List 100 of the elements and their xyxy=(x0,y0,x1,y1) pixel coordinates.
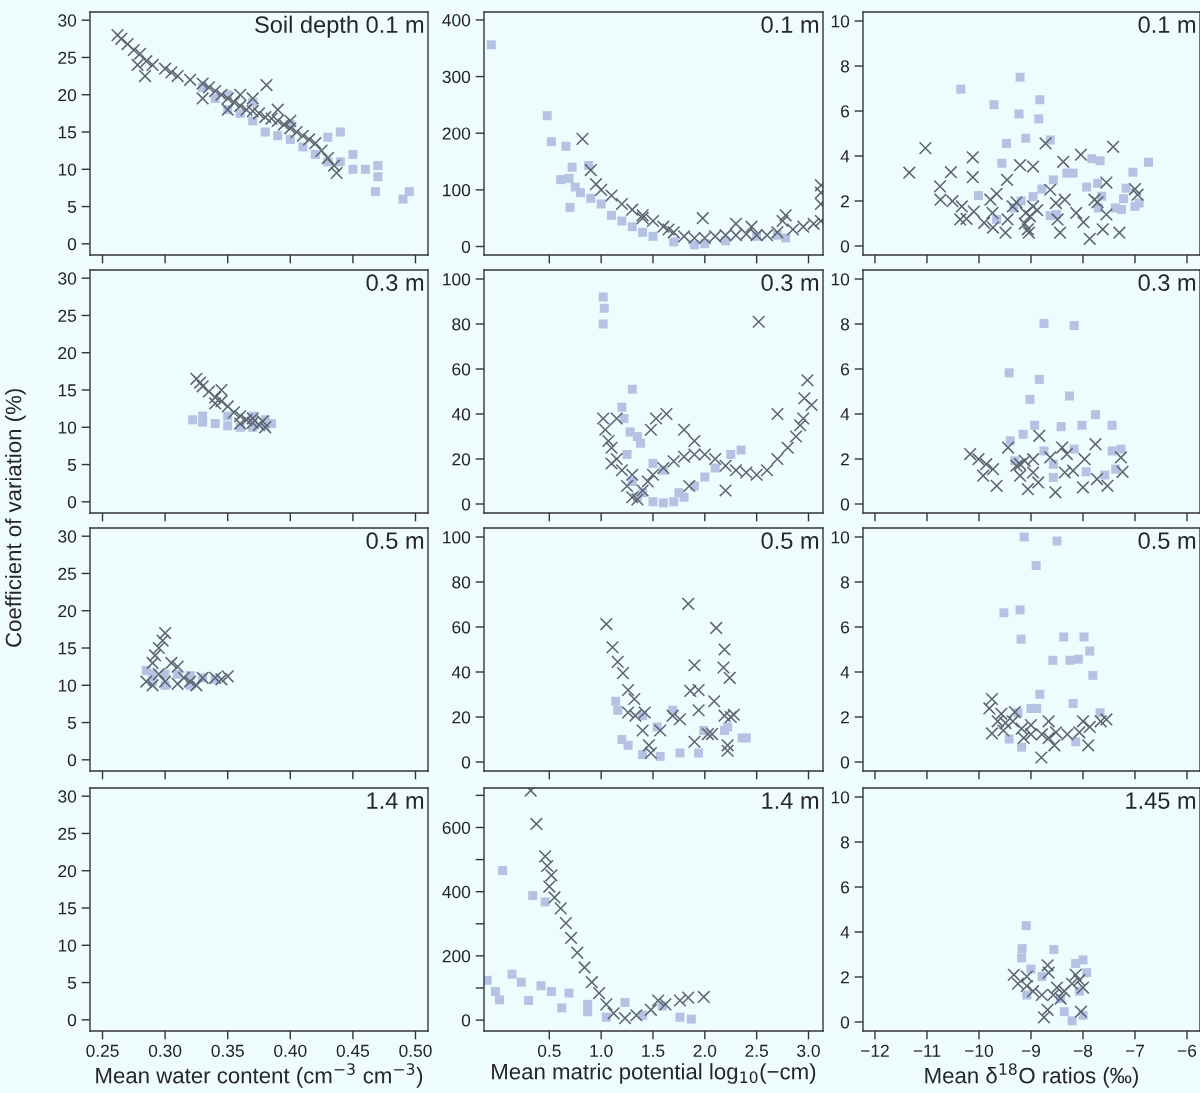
y-tick-label: 0 xyxy=(461,1014,471,1027)
y-tick-label: 2 xyxy=(841,195,849,208)
y-tick-label: 15 xyxy=(58,384,77,397)
y-tick-label: 100 xyxy=(443,273,471,286)
y-tick-label: 5 xyxy=(67,976,77,990)
x-tick-label: −11 xyxy=(913,1044,941,1057)
y-tick-label: 4 xyxy=(840,666,850,679)
x-axis-title: Mean water content (cm$^{−3}$ cm$^{−3}$) xyxy=(96,1063,423,1088)
x-tick-label: 0.40 xyxy=(274,1044,307,1057)
y-tick-label: 2 xyxy=(841,711,849,724)
y-tick-label: 4 xyxy=(840,926,850,939)
y-tick-label: 20 xyxy=(58,604,77,618)
y-tick-label: 5 xyxy=(67,200,77,214)
annotation: 1.4 m xyxy=(367,792,424,809)
y-tick-label: 60 xyxy=(452,621,471,634)
annotation: 0.5 m xyxy=(366,532,424,549)
x-tick-label: −10 xyxy=(965,1044,994,1057)
x-tick-label: −8 xyxy=(1073,1044,1093,1057)
annotation: 0.3 m xyxy=(366,274,424,291)
annotation: 0.3 m xyxy=(1138,274,1196,291)
y-axis-title: Coefficient of variation (%) xyxy=(5,389,26,647)
y-tick-label: 25 xyxy=(58,309,77,322)
y-tick-label: 15 xyxy=(58,642,77,655)
x-tick-label: 0.25 xyxy=(86,1044,119,1057)
x-tick-label: −6 xyxy=(1177,1044,1197,1057)
x-axis-title: Mean matric potential log$_{10}$(−cm) xyxy=(492,1063,816,1084)
y-tick-label: 0 xyxy=(461,498,471,511)
x-axis-title: Mean δ$^{18}$O ratios (‰) xyxy=(925,1063,1138,1088)
y-tick-label: 20 xyxy=(58,864,77,878)
y-tick-label: 200 xyxy=(442,127,471,140)
y-tick-label: 10 xyxy=(831,15,850,28)
annotation: 0.5 m xyxy=(1138,532,1196,549)
y-tick-label: 10 xyxy=(58,679,77,692)
y-tick-label: 8 xyxy=(840,318,850,331)
y-tick-label: 0 xyxy=(840,1016,850,1029)
y-tick-label: 2 xyxy=(841,971,849,984)
x-tick-label: −12 xyxy=(861,1044,889,1057)
annotation: 1.45 m xyxy=(1126,792,1196,809)
y-tick-label: 0 xyxy=(67,237,77,251)
annotation: 0.5 m xyxy=(761,532,819,549)
x-tick-label: 1.0 xyxy=(590,1044,613,1057)
y-tick-label: 400 xyxy=(442,885,471,899)
x-tick-label: 2.0 xyxy=(693,1044,717,1057)
x-tick-label: −9 xyxy=(1021,1044,1041,1057)
y-tick-label: 100 xyxy=(443,184,471,197)
annotation: 0.3 m xyxy=(761,274,819,291)
y-tick-label: 6 xyxy=(841,621,850,634)
y-tick-label: 30 xyxy=(58,530,77,543)
y-tick-label: 2 xyxy=(841,453,849,466)
y-tick-label: 6 xyxy=(841,881,850,894)
y-tick-label: 5 xyxy=(67,716,77,730)
y-tick-label: 0 xyxy=(461,756,471,769)
y-tick-label: 300 xyxy=(442,70,471,84)
y-tick-label: 4 xyxy=(840,408,850,421)
y-tick-label: 4 xyxy=(840,150,850,163)
x-tick-label: 0.45 xyxy=(336,1044,370,1057)
y-tick-label: 200 xyxy=(442,950,471,963)
x-tick-label: 0.30 xyxy=(148,1044,182,1057)
y-tick-label: 10 xyxy=(58,163,77,176)
annotation: 0.1 m xyxy=(761,16,819,33)
y-tick-label: 6 xyxy=(841,105,850,118)
y-tick-label: 8 xyxy=(840,60,850,73)
y-tick-label: 10 xyxy=(831,531,850,544)
y-tick-label: 400 xyxy=(442,14,471,27)
x-tick-label: 0.50 xyxy=(399,1044,432,1057)
y-tick-label: 40 xyxy=(451,408,471,421)
y-tick-label: 20 xyxy=(58,88,77,102)
x-tick-label: 2.5 xyxy=(745,1044,768,1057)
x-tick-label: 0.35 xyxy=(211,1044,244,1057)
y-tick-label: 30 xyxy=(58,14,77,27)
y-tick-label: 80 xyxy=(452,576,471,589)
y-tick-label: 0 xyxy=(67,1013,77,1027)
y-tick-label: 10 xyxy=(58,939,77,952)
y-tick-label: 8 xyxy=(840,836,850,849)
x-tick-label: 3.0 xyxy=(797,1044,820,1057)
y-tick-label: 0 xyxy=(67,753,77,767)
x-tick-label: −7 xyxy=(1125,1044,1145,1057)
annotation: 1.4 m xyxy=(762,792,819,809)
y-tick-label: 15 xyxy=(58,126,77,139)
y-tick-label: 10 xyxy=(831,791,850,804)
y-tick-label: 20 xyxy=(58,346,77,360)
y-tick-label: 15 xyxy=(58,902,77,915)
y-tick-label: 0 xyxy=(840,498,850,511)
y-tick-label: 25 xyxy=(58,51,77,64)
y-tick-label: 30 xyxy=(58,790,77,803)
y-tick-label: 20 xyxy=(452,711,471,724)
y-tick-label: 0 xyxy=(461,240,471,253)
y-tick-label: 6 xyxy=(841,363,850,376)
y-tick-label: 30 xyxy=(58,272,77,285)
y-tick-label: 5 xyxy=(67,458,77,472)
y-tick-label: 0 xyxy=(840,240,850,253)
y-tick-label: 60 xyxy=(452,363,471,376)
y-tick-label: 80 xyxy=(452,318,471,331)
y-tick-label: 0 xyxy=(67,495,77,509)
y-tick-label: 100 xyxy=(443,531,471,544)
y-tick-label: 0 xyxy=(840,756,850,769)
x-tick-label: 1.5 xyxy=(642,1044,665,1057)
annotation: 0.1 m xyxy=(1138,16,1196,33)
x-tick-label: 0.5 xyxy=(537,1044,561,1057)
y-tick-label: 40 xyxy=(451,666,471,679)
